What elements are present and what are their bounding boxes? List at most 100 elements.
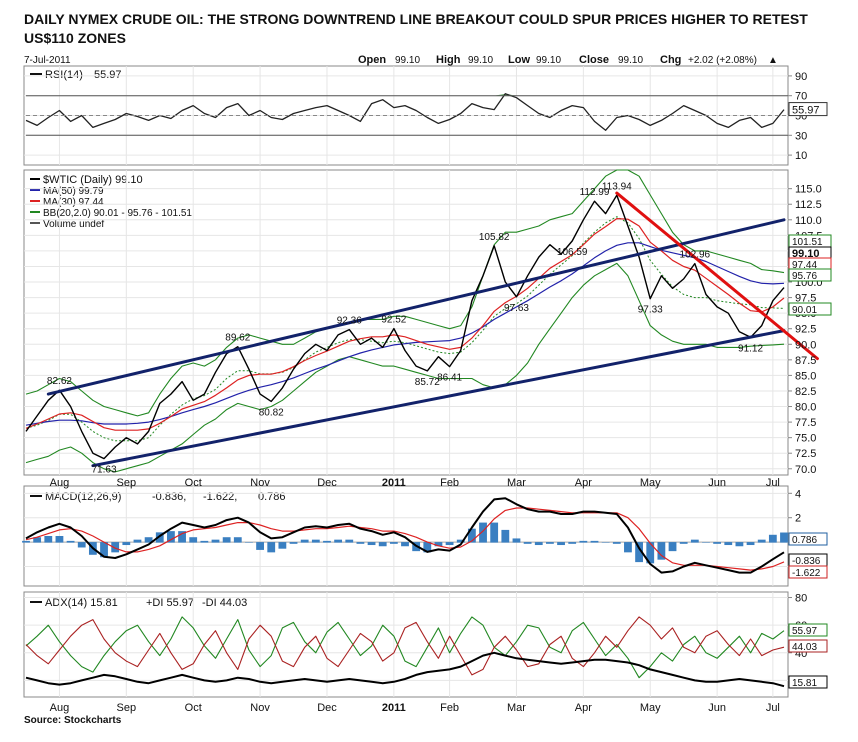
macd-histogram-bar — [33, 537, 42, 543]
adx-xtick-label: Sep — [117, 702, 137, 714]
rsi-line — [25, 93, 785, 131]
price-last-value-box — [788, 268, 832, 282]
macd-histogram-bar — [289, 542, 298, 544]
adx-legend-label: ADX(14) 15.81 — [45, 597, 118, 609]
price-ytick-label: 87.5 — [795, 355, 816, 367]
adx-xtick-label: Nov — [250, 702, 270, 714]
price-ytick-label: 82.5 — [795, 386, 816, 398]
price-annotation-label: 82.62 — [47, 376, 72, 387]
price-legend-label: MA(50) 99.79 — [43, 186, 104, 197]
price-legend-label: MA(30) 97.44 — [43, 197, 104, 208]
rsi-legend-value: 55.97 — [94, 69, 122, 81]
macd-histogram-bar — [467, 528, 476, 543]
source-caption: Source: Stockcharts — [24, 715, 122, 726]
adx-legend: ADX(14) 15.81 +DI 55.97 -DI 44.03 — [30, 597, 247, 609]
price-xtick-label: Aug — [50, 477, 70, 489]
rsi-legend-label: RSI(14) — [45, 69, 83, 81]
price-xtick-label: Mar — [507, 477, 526, 489]
macd-histogram-bar — [367, 542, 376, 546]
ma50-line — [25, 242, 785, 426]
adx-last-value-box — [788, 639, 828, 653]
macd-histogram-bar — [378, 542, 387, 547]
macd-histogram-bar — [456, 539, 465, 543]
macd-histogram-bar — [133, 539, 142, 543]
macd-histogram-bar — [624, 542, 632, 553]
macd-histogram-bar — [389, 542, 398, 544]
macd-histogram-bar — [323, 540, 331, 543]
macd-legend-hist-value: 0.786 — [258, 491, 286, 503]
macd-histogram-bar — [401, 542, 409, 547]
price-ytick-label: 70.0 — [795, 464, 816, 476]
macd-histogram-bar — [612, 542, 621, 544]
price-annotation-label: 102.96 — [680, 250, 711, 261]
downtrend-line — [615, 191, 819, 361]
macd-histogram-bar — [345, 539, 354, 543]
rsi-legend: RSI(14) 55.97 — [30, 69, 122, 81]
price-last-value-label: 101.51 — [792, 237, 823, 248]
macd-histogram-bar — [200, 540, 209, 543]
macd-histogram-bar — [657, 542, 666, 560]
adx-xtick-label: Mar — [507, 702, 526, 714]
price-ytick-label: 112.5 — [795, 199, 822, 211]
low-value: 99.10 — [536, 55, 561, 66]
macd-last-value-box — [788, 532, 828, 546]
price-ytick-label: 97.5 — [795, 293, 816, 305]
close-label: Close — [579, 54, 609, 66]
macd-histogram-bar — [579, 540, 588, 543]
macd-last-value-label: -1.622 — [792, 568, 821, 579]
price-annotation-label: 86.41 — [437, 373, 462, 384]
price-xtick-label: 2011 — [382, 477, 406, 489]
adx-line — [25, 651, 785, 688]
high-label: High — [436, 54, 461, 66]
macd-ytick-label: 4 — [795, 488, 801, 500]
chg-label: Chg — [660, 54, 681, 66]
price-last-value-label: 97.44 — [792, 260, 817, 271]
macd-signal-line — [25, 507, 785, 571]
price-annotation-label: 106.59 — [557, 247, 588, 258]
price-xtick-label: Jun — [708, 477, 726, 489]
macd-ytick-label: 2 — [795, 513, 801, 525]
macd-legend-label: MACD(12,26,9) — [45, 491, 121, 503]
macd-histogram-bar — [122, 542, 131, 546]
macd-last-value-label: 0.786 — [792, 535, 817, 546]
price-xtick-label: Oct — [185, 477, 202, 489]
adx-xtick-label: Aug — [50, 702, 70, 714]
adx-last-value-label: 15.81 — [792, 678, 817, 689]
price-annotation-label: 113.94 — [602, 181, 632, 192]
macd-histogram-bar — [534, 542, 543, 546]
macd-histogram-bar — [111, 542, 120, 553]
price-last-value-label: 90.01 — [792, 305, 817, 316]
adx-xtick-label: Jul — [766, 702, 780, 714]
macd-histogram-bar — [267, 542, 276, 553]
price-xtick-label: May — [640, 477, 661, 489]
macd-panel-frame — [23, 485, 789, 587]
open-label: Open — [358, 54, 386, 66]
rsi-ytick-label: 10 — [795, 150, 807, 162]
macd-histogram-bar — [77, 542, 86, 548]
macd-histogram-bar — [635, 542, 643, 563]
adx-xtick-label: 2011 — [382, 702, 406, 714]
macd-histogram-bar — [178, 531, 186, 543]
macd-histogram-bar — [233, 537, 242, 543]
price-annotation-label: 80.82 — [259, 407, 284, 418]
price-ytick-label: 80.0 — [795, 402, 816, 414]
minus-di-line — [25, 616, 785, 676]
rsi-last-value-box — [788, 102, 828, 117]
high-value: 99.10 — [468, 55, 493, 66]
macd-line — [25, 497, 785, 574]
low-label: Low — [508, 54, 530, 66]
adx-xtick-label: Dec — [317, 702, 337, 714]
price-annotation-label: 91.12 — [738, 343, 763, 354]
macd-histogram-bar — [211, 539, 220, 543]
macd-histogram-bar — [768, 534, 777, 543]
macd-histogram-bar — [724, 542, 733, 546]
adx-last-value-label: 55.97 — [792, 626, 817, 637]
macd-histogram-bar — [713, 542, 722, 544]
macd-histogram-bar — [356, 542, 365, 544]
macd-histogram-bar — [245, 542, 253, 543]
macd-histogram-bar — [155, 532, 164, 543]
macd-histogram-bar — [568, 542, 577, 544]
open-value: 99.10 — [395, 55, 420, 66]
macd-histogram-bar — [311, 539, 320, 543]
adx-last-value-box — [788, 675, 828, 689]
